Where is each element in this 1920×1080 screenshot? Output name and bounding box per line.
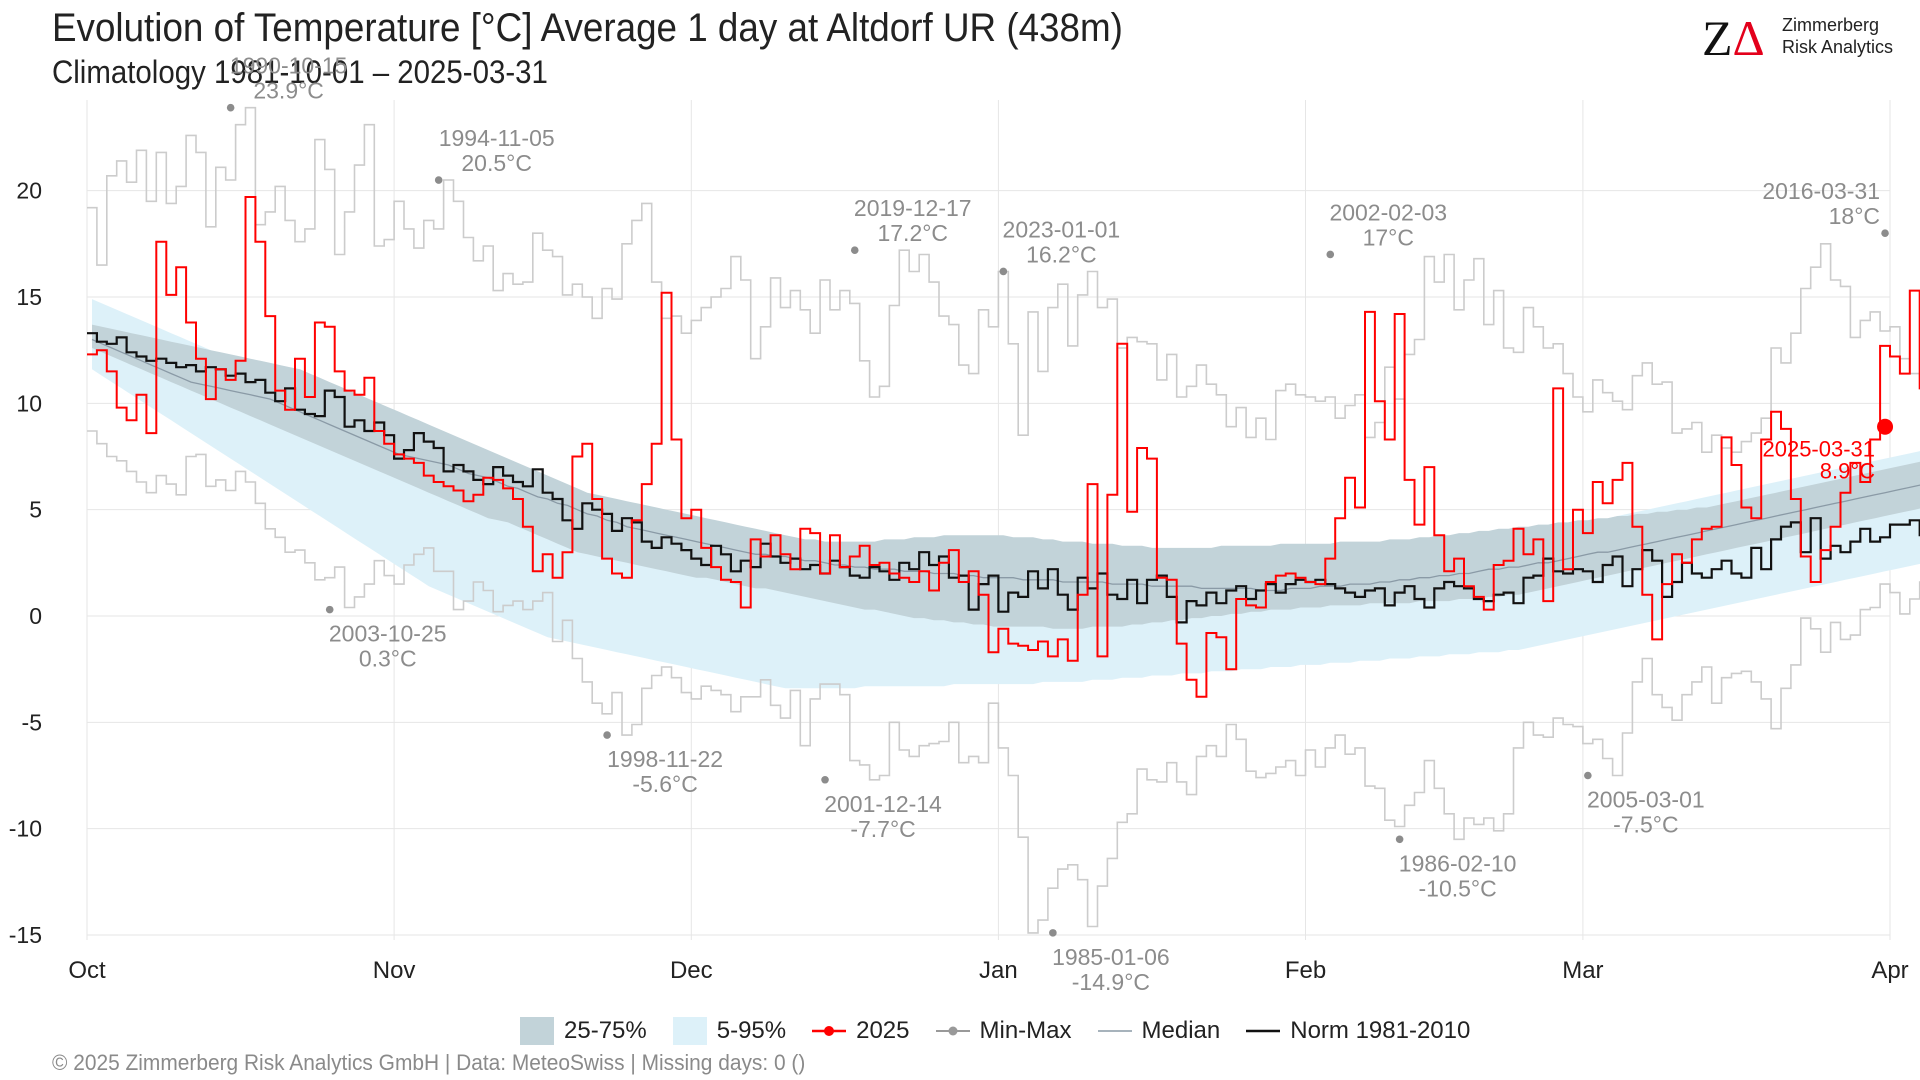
legend-item-norm: Norm 1981-2010 bbox=[1246, 1017, 1470, 1045]
logo-line-1: Zimmerberg bbox=[1782, 15, 1880, 35]
y-tick-label: 10 bbox=[16, 390, 42, 416]
legend-item-iqr: 25-75% bbox=[520, 1017, 647, 1045]
x-tick-label: Jan bbox=[979, 957, 1018, 984]
record-date-label: 2005-03-01 bbox=[1587, 787, 1705, 813]
record-date-label: 1994-11-05 bbox=[439, 125, 555, 151]
record-point bbox=[1881, 229, 1889, 237]
norm-line-group bbox=[87, 332, 1920, 624]
legend-label-iqr: 25-75% bbox=[564, 1017, 647, 1044]
median-line-group bbox=[91, 338, 1920, 592]
y-axis-ticks: -15 -10 -5 0 5 10 15 20 bbox=[9, 178, 42, 948]
y-tick-label: 20 bbox=[16, 178, 42, 204]
legend-item-year: 2025 bbox=[812, 1017, 910, 1045]
record-date-label: 2016-03-31 bbox=[1762, 178, 1880, 204]
record-point bbox=[850, 246, 859, 255]
band-25-75 bbox=[92, 324, 1920, 629]
last-value-marker bbox=[1877, 418, 1894, 435]
legend-swatch-minmax bbox=[935, 1026, 970, 1036]
legend-item-minmax: Min-Max bbox=[935, 1017, 1072, 1045]
chart-title: Evolution of Temperature [°C] Average 1 … bbox=[52, 6, 1123, 50]
record-date-label: 2023-01-01 bbox=[1003, 216, 1121, 242]
record-point bbox=[999, 267, 1008, 276]
record-value-label: 18°C bbox=[1829, 203, 1880, 229]
record-point bbox=[821, 775, 829, 784]
chart-subtitle: Climatology 1981-10-01 – 2025-03-31 bbox=[52, 54, 548, 90]
logo-text: Zimmerberg Risk Analytics bbox=[1782, 14, 1893, 58]
x-tick-label: Nov bbox=[373, 957, 416, 984]
y-tick-label: -15 bbox=[9, 922, 42, 948]
legend-label-year: 2025 bbox=[856, 1017, 910, 1044]
y-tick-label: -10 bbox=[9, 816, 42, 842]
record-value-label: -7.5°C bbox=[1613, 812, 1678, 838]
band-25-75-area bbox=[92, 324, 1920, 629]
record-date-label: 1990-10-15 bbox=[230, 53, 348, 79]
record-point bbox=[434, 176, 443, 184]
y-tick-label: 0 bbox=[29, 603, 42, 629]
record-value-label: -5.6°C bbox=[632, 771, 697, 797]
legend-swatch-iqr bbox=[520, 1017, 554, 1045]
legend-item-median: Median bbox=[1097, 1017, 1221, 1045]
record-point bbox=[325, 605, 334, 614]
record-value-label: 16.2°C bbox=[1026, 241, 1097, 267]
legend-item-90: 5-95% bbox=[672, 1017, 787, 1045]
record-date-label: 1998-11-22 bbox=[607, 746, 723, 772]
record-point bbox=[1049, 929, 1057, 937]
record-value-label: -10.5°C bbox=[1419, 875, 1497, 901]
record-date-label: 2002-02-03 bbox=[1329, 199, 1447, 225]
record-date-label: 2003-10-25 bbox=[329, 621, 447, 647]
x-axis-ticks: Oct Nov Dec Jan Feb Mar Apr bbox=[68, 957, 1908, 984]
min-line bbox=[87, 430, 1920, 934]
legend-label-90: 5-95% bbox=[716, 1017, 787, 1044]
legend-label-norm: Norm 1981-2010 bbox=[1290, 1017, 1471, 1044]
record-value-label: 17°C bbox=[1363, 224, 1414, 250]
x-tick-label: Oct bbox=[68, 957, 106, 984]
year-2025-line-group: 2025-03-318.9°C bbox=[87, 196, 1920, 698]
logo-mark: ZΔ bbox=[1702, 10, 1765, 66]
record-date-label: 2001-12-14 bbox=[824, 791, 942, 817]
record-value-label: 0.3°C bbox=[359, 646, 417, 672]
x-tick-label: Feb bbox=[1285, 957, 1326, 984]
legend-swatch-90 bbox=[672, 1017, 707, 1045]
record-point bbox=[1584, 771, 1592, 780]
legend-label-minmax: Min-Max bbox=[979, 1017, 1072, 1044]
record-point bbox=[226, 103, 235, 112]
year-2025-line bbox=[87, 196, 1920, 698]
record-value-label: 17.2°C bbox=[877, 220, 948, 246]
record-value-label: -14.9°C bbox=[1072, 969, 1150, 995]
median-line bbox=[91, 338, 1920, 592]
record-point bbox=[1326, 250, 1335, 259]
record-point bbox=[603, 731, 611, 739]
x-tick-label: Apr bbox=[1871, 957, 1908, 984]
x-tick-label: Mar bbox=[1562, 957, 1603, 984]
y-tick-label: 15 bbox=[16, 284, 42, 310]
record-date-label: 2019-12-17 bbox=[854, 195, 972, 221]
legend: 25-75% 5-95% 2025 Min-Max Median Norm 19… bbox=[520, 1014, 1496, 1048]
record-value-label: -7.7°C bbox=[850, 816, 915, 842]
norm-line bbox=[87, 332, 1920, 624]
legend-swatch-norm bbox=[1246, 1029, 1281, 1033]
record-date-label: 1985-01-06 bbox=[1052, 944, 1170, 970]
last-value-date: 2025-03-31 bbox=[1762, 437, 1875, 462]
footer-copyright: © 2025 Zimmerberg Risk Analytics GmbH | … bbox=[52, 1050, 806, 1075]
legend-swatch-year bbox=[812, 1026, 847, 1036]
last-value-temp: 8.9°C bbox=[1820, 459, 1875, 484]
y-tick-label: 5 bbox=[29, 497, 42, 523]
logo-line-2: Risk Analytics bbox=[1782, 37, 1894, 57]
record-date-label: 1986-02-10 bbox=[1399, 850, 1517, 876]
record-value-label: 23.9°C bbox=[253, 78, 324, 104]
y-tick-label: -5 bbox=[22, 709, 42, 735]
company-logo: ZΔ Zimmerberg Risk Analytics bbox=[1700, 8, 1910, 68]
logo-delta: Δ bbox=[1732, 10, 1765, 66]
legend-label-median: Median bbox=[1141, 1017, 1221, 1044]
record-value-label: 20.5°C bbox=[461, 150, 532, 176]
record-point bbox=[1395, 835, 1404, 844]
x-tick-label: Dec bbox=[670, 957, 713, 984]
legend-swatch-median bbox=[1097, 1030, 1132, 1032]
